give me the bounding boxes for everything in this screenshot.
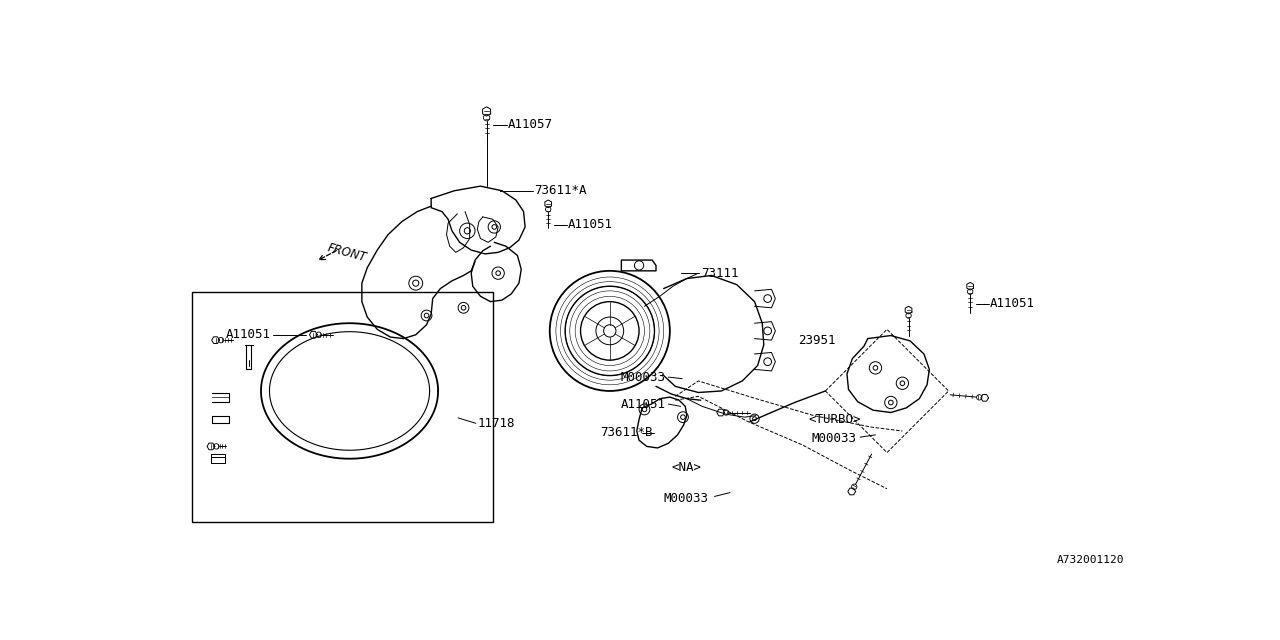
Text: A11051: A11051 xyxy=(568,218,613,231)
Text: M00033: M00033 xyxy=(621,371,666,383)
Text: FRONT: FRONT xyxy=(325,241,367,264)
Text: A11051: A11051 xyxy=(621,397,666,410)
Text: 11718: 11718 xyxy=(477,417,515,430)
Text: A11051: A11051 xyxy=(227,328,271,341)
Text: M00033: M00033 xyxy=(664,492,709,505)
Bar xyxy=(192,292,493,522)
Text: 73611*A: 73611*A xyxy=(534,184,586,197)
Text: <NA>: <NA> xyxy=(672,461,701,474)
Text: A11057: A11057 xyxy=(508,118,553,131)
Text: M00033: M00033 xyxy=(812,432,856,445)
Text: 23951: 23951 xyxy=(799,333,836,347)
Text: A11051: A11051 xyxy=(991,298,1036,310)
Text: 73611*B: 73611*B xyxy=(600,426,653,439)
Text: <TURBO>: <TURBO> xyxy=(809,413,861,426)
Text: A732001120: A732001120 xyxy=(1057,556,1124,565)
Text: 73111: 73111 xyxy=(700,267,739,280)
